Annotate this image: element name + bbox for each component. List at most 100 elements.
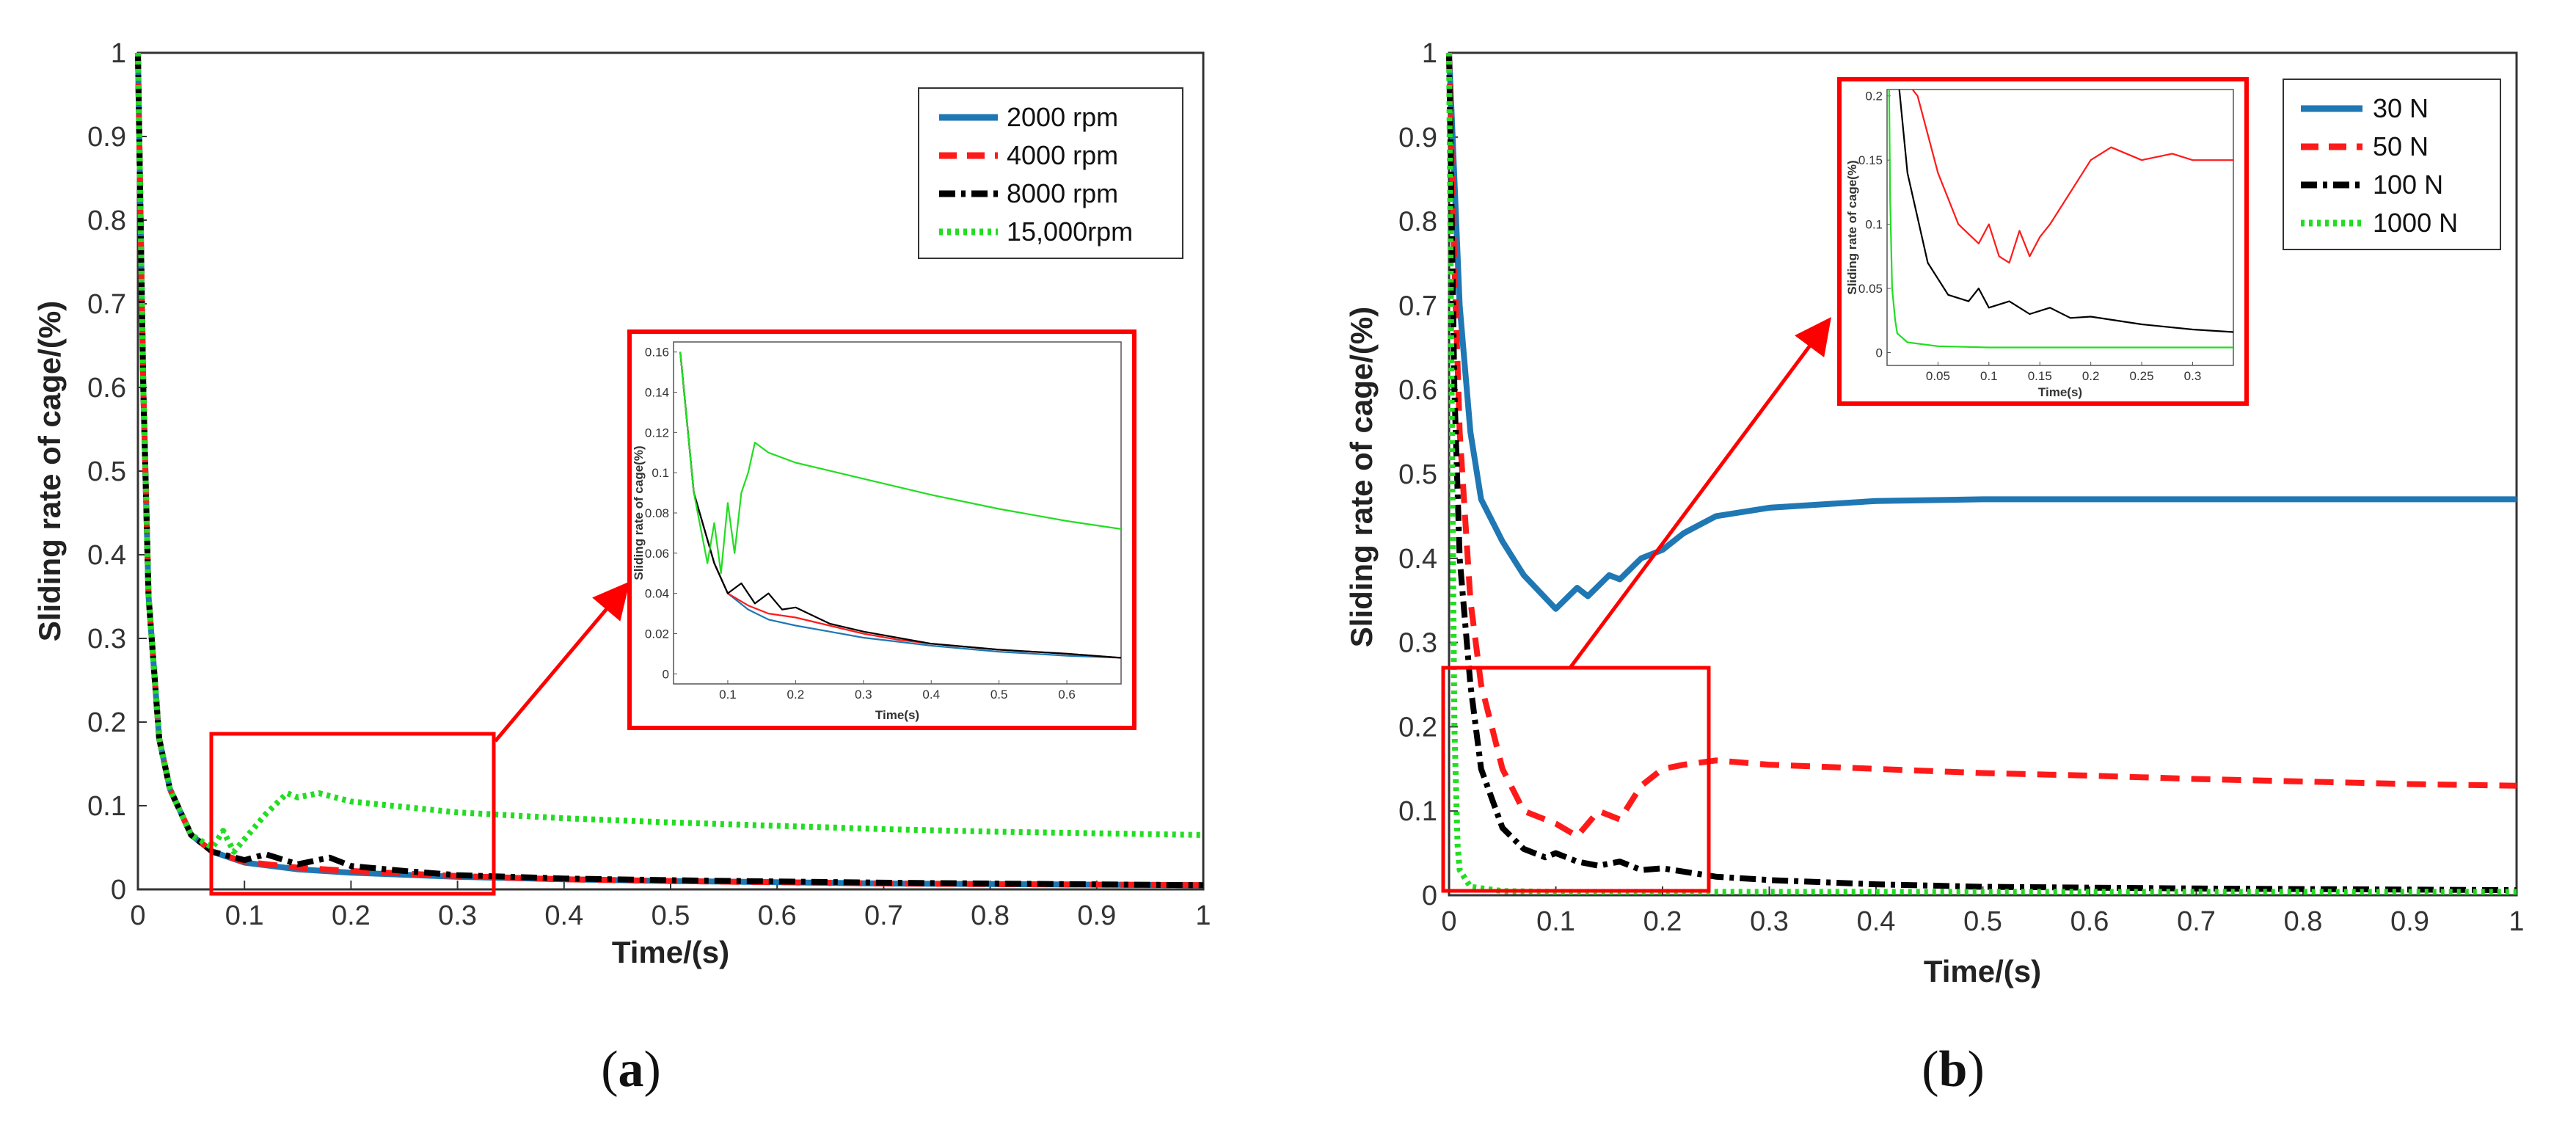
panel-a: 0 0.1 0.2 0.3 0.4 0.5 0.6 0.7 0.8 0.9 1 0 0.1 0.2 0.3… (32, 38, 1211, 1098)
legend-label-8000rpm: 8000 rpm (1007, 178, 1118, 208)
inset-x-tick-label: 0.4 (922, 688, 940, 702)
caption-a-close: ) (644, 1041, 661, 1098)
legend-b: 30 N 50 N 100 N 1000 N (2283, 79, 2501, 250)
x-tick-label: 0.2 (1643, 906, 1682, 937)
y-tick-label: 0.1 (87, 791, 126, 822)
x-tick-label: 0.7 (864, 900, 903, 931)
series-group-b (1446, 52, 2517, 895)
legend-label-1000n: 1000 N (2373, 208, 2458, 238)
inset-plot-area-b (1886, 89, 2234, 366)
x-tick-label: 0.6 (2070, 906, 2109, 937)
y-tick-label: 0.4 (87, 540, 126, 571)
y-axis-label-a: Sliding rate of cage/(%) (32, 301, 67, 641)
inset-series-line-100n (1898, 89, 2234, 333)
y-tick-label: 1 (111, 38, 126, 69)
y-tick-label: 0.1 (1398, 796, 1437, 827)
inset-y-tick-label: 0.15 (1858, 153, 1883, 167)
y-tick-label: 0.2 (1398, 712, 1437, 743)
series-line-30n (1446, 52, 2517, 612)
inset-x-tick-label: 0.5 (990, 688, 1008, 702)
x-tick-label: 0.9 (1077, 900, 1116, 931)
inset-x-tick-label: 0.2 (2082, 369, 2100, 383)
x-tick-label: 0 (130, 900, 145, 931)
x-tick-label: 0.1 (1536, 906, 1575, 937)
inset-x-tick-label: 0.1 (719, 688, 737, 702)
inset-x-tick-label: 0.3 (855, 688, 872, 702)
inset-y-tick-label: 0.04 (645, 587, 669, 601)
inset-y-tick-label: 0.16 (645, 346, 669, 360)
inset-x-tick-label: 0.25 (2130, 369, 2154, 383)
x-tick-label: 0.5 (1963, 906, 2002, 937)
x-tick-label: 0.6 (758, 900, 797, 931)
inset-y-label-a: Sliding rate of cage(%) (632, 445, 646, 580)
panel-b: 0 0.1 0.2 0.3 0.4 0.5 0.6 0.7 0.8 0.9 1 0 0.1 0.2 0.3… (1344, 38, 2525, 1098)
legend-label-50n: 50 N (2373, 131, 2429, 161)
legend-label-30n: 30 N (2373, 93, 2429, 123)
inset-x-tick-label: 0.2 (787, 688, 805, 702)
zoom-region-b (1441, 666, 1711, 893)
x-tick-label: 1 (2509, 906, 2524, 937)
caption-b-close: ) (1967, 1041, 1984, 1098)
inset-series-group-b (1888, 89, 2234, 349)
series-group-a (135, 52, 1204, 889)
inset-series-group-a (679, 351, 1122, 659)
inset-y-tick-label: 0.2 (1865, 90, 1883, 103)
zoom-arrow-b (1568, 316, 1831, 669)
y-tick-label: 0.7 (1398, 291, 1437, 321)
y-tick-label: 0 (1422, 881, 1437, 911)
inset-x-label-b: Time(s) (2038, 385, 2082, 399)
legend-label-15000rpm: 15,000rpm (1007, 216, 1133, 247)
inset-x-tick-label: 0.1 (1980, 369, 1998, 383)
y-tick-label: 0.5 (1398, 459, 1437, 490)
inset-y-tick-label: 0.14 (645, 386, 669, 400)
inset-y-tick-label: 0.12 (645, 426, 669, 440)
caption-b: (b) (1922, 1041, 1985, 1098)
inset-series-line-50n (1911, 89, 2233, 264)
y-tick-label: 0.9 (87, 122, 126, 153)
y-tick-label: 0.2 (87, 707, 126, 738)
y-tick-label: 1 (1422, 38, 1437, 69)
inset-y-tick-label: 0.1 (652, 466, 669, 480)
x-axis-label-a: Time/(s) (612, 935, 729, 969)
zoom-region-a (209, 732, 496, 896)
inset-b: 0.05 0.1 0.15 0.2 0.25 0.3 0 0.05 0.1 0.15 0.2 Tim… (1837, 77, 2249, 406)
inset-x-tick-label: 0.05 (1926, 369, 1950, 383)
x-tick-label: 0.8 (971, 900, 1010, 931)
inset-series-line-1000n (1888, 89, 2233, 349)
inset-plot-area-a (673, 341, 1122, 685)
inset-y-label-b: Sliding rate of cage(%) (1845, 160, 1859, 294)
caption-a-open: ( (601, 1041, 618, 1098)
inset-y-tick-label: 0.08 (645, 506, 669, 520)
inset-y-tick-label: 0 (663, 667, 669, 681)
y-tick-label: 0.3 (87, 624, 126, 655)
y-tick-label: 0.7 (87, 289, 126, 320)
caption-a: (a) (601, 1041, 661, 1098)
y-tick-label: 0.4 (1398, 544, 1437, 575)
x-tick-label: 0.4 (544, 900, 583, 931)
x-tick-label: 0 (1441, 906, 1456, 937)
inset-x-tick-label: 0.3 (2184, 369, 2202, 383)
y-tick-label: 0.8 (1398, 207, 1437, 238)
y-tick-label: 0.6 (1398, 375, 1437, 406)
x-tick-label: 1 (1195, 900, 1211, 931)
x-tick-label: 0.8 (2284, 906, 2323, 937)
x-tick-label: 0.9 (2390, 906, 2429, 937)
legend-label-4000rpm: 4000 rpm (1007, 140, 1118, 170)
y-tick-label: 0.6 (87, 373, 126, 404)
caption-a-letter: a (619, 1041, 644, 1098)
caption-b-letter: b (1939, 1041, 1968, 1098)
x-tick-label: 0.5 (652, 900, 690, 931)
y-axis-a: 0 0.1 0.2 0.3 0.4 0.5 0.6 0.7 0.8 0.9 1 (87, 38, 147, 906)
inset-y-tick-label: 0.1 (1865, 218, 1883, 232)
inset-y-tick-label: 0.02 (645, 627, 669, 641)
x-tick-label: 0.2 (332, 900, 371, 931)
inset-x-tick-label: 0.15 (2028, 369, 2052, 383)
inset-a: 0.1 0.2 0.3 0.4 0.5 0.6 0 0.02 0.04 0.06 0.08 0.1 0.… (627, 329, 1136, 730)
y-tick-label: 0.8 (87, 205, 126, 236)
x-tick-label: 0.3 (438, 900, 477, 931)
y-tick-label: 0.5 (87, 456, 126, 487)
legend-label-100n: 100 N (2373, 170, 2443, 200)
legend-a: 2000 rpm 4000 rpm 8000 rpm 15,000rpm (918, 87, 1183, 259)
inset-x-label-a: Time(s) (875, 708, 919, 722)
